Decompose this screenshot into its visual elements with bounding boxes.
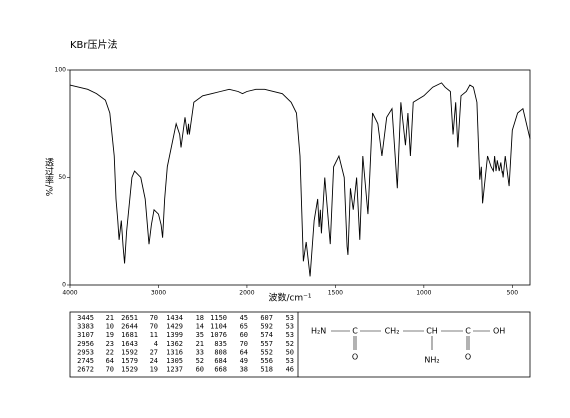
x-tick-label: 500: [507, 290, 519, 297]
table-cell: 1237: [166, 366, 183, 374]
table-cell: 18: [196, 314, 204, 322]
table-cell: 2956: [77, 340, 94, 348]
table-cell: 607: [260, 314, 273, 322]
table-cell: 1434: [166, 314, 183, 322]
table-cell: 53: [286, 314, 294, 322]
y-tick-label: 0: [62, 282, 66, 289]
table-cell: 574: [260, 331, 273, 339]
table-cell: 70: [240, 340, 248, 348]
table-cell: 1643: [121, 340, 138, 348]
table-cell: 46: [286, 366, 294, 374]
table-cell: 64: [240, 348, 248, 356]
x-tick-label: 1500: [328, 290, 343, 297]
table-cell: 1429: [166, 323, 183, 331]
atom-label: CH₂: [385, 327, 400, 336]
x-tick-label: 4000: [62, 290, 77, 297]
x-tick-label: 3000: [151, 290, 166, 297]
table-cell: 518: [260, 366, 273, 374]
spectrum-line: [69, 82, 531, 277]
table-cell: 1316: [166, 348, 183, 356]
table-cell: 556: [260, 357, 273, 365]
table-cell: 684: [214, 357, 227, 365]
atom-label: C: [352, 327, 358, 336]
table-cell: 24: [150, 357, 158, 365]
table-cell: 49: [240, 357, 248, 365]
table-cell: 1104: [210, 323, 227, 331]
table-cell: 33: [196, 348, 204, 356]
table-cell: 45: [240, 314, 248, 322]
table-cell: 557: [260, 340, 273, 348]
table-cell: 2644: [121, 323, 138, 331]
table-cell: 53: [286, 357, 294, 365]
table-cell: 1305: [166, 357, 183, 365]
table-cell: 70: [150, 323, 158, 331]
table-cell: 52: [196, 357, 204, 365]
table-cell: 38: [240, 366, 248, 374]
table-cell: 19: [150, 366, 158, 374]
table-cell: 3383: [77, 323, 94, 331]
table-cell: 668: [214, 366, 227, 374]
x-axis-label: 波数/cm⁻¹: [268, 292, 311, 304]
table-cell: 35: [196, 331, 204, 339]
table-cell: 22: [106, 348, 114, 356]
atom-label: O: [465, 353, 471, 362]
table-cell: 2651: [121, 314, 138, 322]
table-cell: 552: [260, 348, 273, 356]
table-cell: 11: [150, 331, 158, 339]
table-cell: 10: [106, 323, 114, 331]
table-cell: 64: [106, 357, 114, 365]
table-cell: 4: [154, 340, 158, 348]
y-axis-label: 透过率/%: [43, 158, 54, 197]
table-cell: 70: [106, 366, 114, 374]
table-cell: 53: [286, 331, 294, 339]
table-cell: 2672: [77, 366, 94, 374]
table-cell: 2745: [77, 357, 94, 365]
structure: H₂N C CH₂ CH C OH O NH₂ O: [311, 327, 505, 365]
table-cell: 14: [196, 323, 204, 331]
y-tick-label: 100: [55, 67, 67, 74]
table-cell: 27: [150, 348, 158, 356]
table-frame: [69, 311, 531, 378]
table-cell: 50: [286, 348, 294, 356]
table-cell: 835: [214, 340, 227, 348]
y-tick-label: 50: [58, 174, 66, 181]
chart-title: KBr压片法: [70, 38, 118, 51]
atom-label: C: [465, 327, 471, 336]
table-cell: 60: [240, 331, 248, 339]
table-cell: 53: [286, 323, 294, 331]
atom-label: CH: [426, 327, 438, 336]
table-cell: 1076: [210, 331, 227, 339]
table-cell: 1399: [166, 331, 183, 339]
atom-label: O: [352, 353, 358, 362]
table-cell: 1592: [121, 348, 138, 356]
table-cell: 1579: [121, 357, 138, 365]
table-cell: 52: [286, 340, 294, 348]
table-cell: 3445: [77, 314, 94, 322]
table-cell: 21: [196, 340, 204, 348]
table-cell: 3107: [77, 331, 94, 339]
table-cell: 808: [214, 348, 227, 356]
table-cell: 592: [260, 323, 273, 331]
x-tick-label: 1000: [416, 290, 431, 297]
table-cell: 23: [106, 340, 114, 348]
x-tick-label: 2000: [239, 290, 254, 297]
table-cell: 1681: [121, 331, 138, 339]
table-cell: 19: [106, 331, 114, 339]
atom-label: OH: [493, 327, 505, 336]
table-cell: 1150: [210, 314, 227, 322]
table-cell: 2953: [77, 348, 94, 356]
table-cell: 65: [240, 323, 248, 331]
table-cell: 60: [196, 366, 204, 374]
table-cell: 70: [150, 314, 158, 322]
table-cell: 1362: [166, 340, 183, 348]
table-cell: 21: [106, 314, 114, 322]
table-cell: 1529: [121, 366, 138, 374]
atom-label: H₂N: [311, 327, 326, 336]
atom-label: NH₂: [424, 356, 439, 365]
